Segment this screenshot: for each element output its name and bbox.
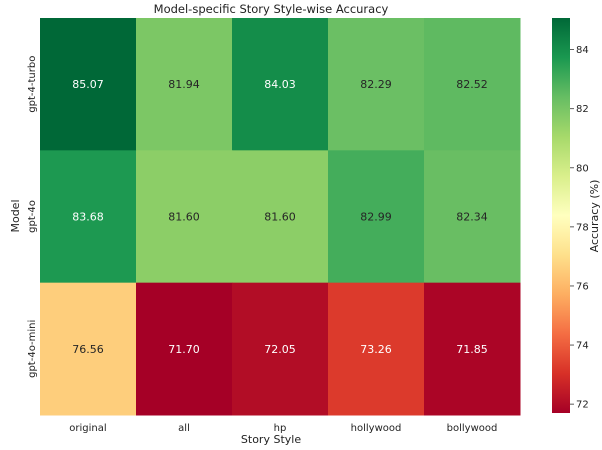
cell-value-label: 83.68 — [72, 211, 104, 224]
cell-value-label: 84.03 — [264, 78, 296, 91]
colorbar-tick-label: 82 — [576, 104, 589, 115]
x-tick-label: all — [178, 423, 190, 434]
colorbar-tick-label: 72 — [576, 400, 589, 411]
cell-value-label: 81.94 — [168, 78, 200, 91]
colorbar — [552, 18, 570, 413]
colorbar-tick-label: 78 — [576, 222, 589, 233]
x-tick-label: original — [69, 423, 106, 434]
heatmap-cell — [232, 18, 329, 151]
colorbar-tick-label: 76 — [576, 281, 589, 292]
heatmap-cell — [424, 150, 521, 284]
heatmap-cell — [328, 282, 425, 416]
colorbar-tick-label: 84 — [576, 45, 589, 56]
x-tick-label: hollywood — [351, 423, 402, 434]
cell-value-label: 71.85 — [456, 343, 488, 356]
cell-value-label: 72.05 — [264, 343, 296, 356]
colorbar-ticks: 72 74 76 78 80 82 84 — [570, 45, 589, 411]
y-tick-label: gpt-4o-mini — [27, 320, 38, 378]
y-tick-label: gpt-4-turbo — [27, 56, 38, 113]
heatmap-cell — [328, 150, 425, 284]
heatmap-cell — [136, 18, 233, 151]
heatmap-cell — [40, 282, 137, 416]
cell-value-label: 73.26 — [360, 343, 392, 356]
cell-value-label: 82.34 — [456, 211, 488, 224]
cell-value-label: 82.99 — [360, 211, 392, 224]
heatmap-cells: 85.07 81.94 84.03 82.29 82.52 83.68 81.60 81.60… — [40, 18, 521, 416]
cell-value-label: 81.60 — [168, 211, 200, 224]
heatmap-cell — [424, 18, 521, 151]
x-axis-ticks: original all hp hollywood bollywood — [69, 423, 497, 434]
y-axis-ticks: gpt-4-turbo gpt-4o gpt-4o-mini — [27, 56, 38, 378]
x-axis-title: Story Style — [241, 433, 301, 446]
cell-value-label: 76.56 — [72, 343, 104, 356]
cell-value-label: 82.52 — [456, 78, 488, 91]
cell-value-label: 82.29 — [360, 78, 392, 91]
heatmap-cell — [136, 282, 233, 416]
y-tick-label: gpt-4o — [27, 200, 38, 233]
colorbar-tick-label: 80 — [576, 163, 589, 174]
heatmap-cell — [232, 282, 329, 416]
heatmap-cell — [328, 18, 425, 151]
x-tick-label: hp — [274, 423, 287, 434]
heatmap-cell — [232, 150, 329, 284]
colorbar-title: Accuracy (%) — [588, 180, 601, 253]
heatmap-cell — [136, 150, 233, 284]
cell-value-label: 71.70 — [168, 343, 200, 356]
y-axis-title: Model — [9, 199, 22, 232]
heatmap-cell — [424, 282, 521, 416]
heatmap-cell — [40, 150, 137, 284]
colorbar-tick-label: 74 — [576, 341, 589, 352]
heatmap-cell — [40, 18, 137, 151]
cell-value-label: 85.07 — [72, 78, 104, 91]
cell-value-label: 81.60 — [264, 211, 296, 224]
chart-title: Model-specific Story Style-wise Accuracy — [154, 2, 389, 16]
x-tick-label: bollywood — [447, 423, 498, 434]
